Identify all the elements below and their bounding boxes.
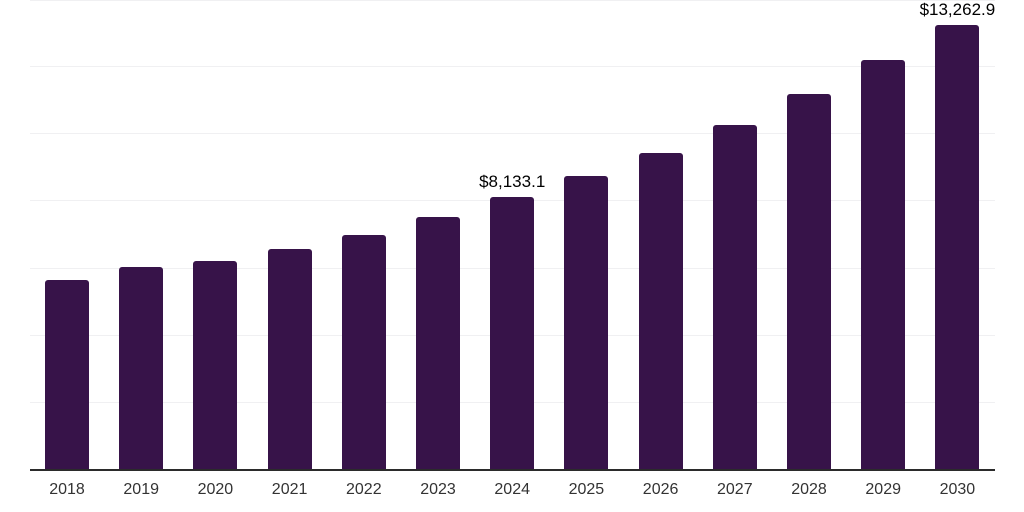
x-tick-2029: 2029	[865, 481, 901, 498]
bar-value-label-2024: $8,133.1	[479, 171, 546, 191]
bar-2026	[638, 152, 683, 470]
bar-2021	[267, 249, 312, 470]
bar-2020	[193, 261, 238, 470]
x-tick-2030: 2030	[939, 481, 976, 498]
gridline-14000	[30, 0, 995, 1]
bar-2019	[119, 267, 164, 470]
x-tick-2021: 2021	[271, 481, 308, 498]
x-tick-2028: 2028	[791, 481, 827, 498]
x-tick-2019: 2019	[123, 481, 159, 498]
x-tick-2018: 2018	[49, 481, 85, 498]
bar-2018	[45, 280, 89, 470]
gridline-10000	[30, 133, 995, 135]
x-tick-2025: 2025	[568, 481, 605, 498]
bar-2022	[341, 234, 386, 470]
gridline-12000	[30, 66, 995, 68]
x-axis-ticks: 2018 2019 2020 2021 2022 2023 2024 2025 2026 2027…	[0, 480, 1024, 504]
bar-2023	[416, 217, 460, 470]
x-axis-line	[30, 469, 995, 471]
bar-2029	[861, 60, 906, 470]
x-tick-2022: 2022	[346, 481, 382, 498]
x-tick-2020: 2020	[197, 481, 234, 498]
bar-value-label-2030: $13,262.9	[919, 0, 996, 19]
x-tick-2023: 2023	[420, 481, 456, 498]
x-tick-2024: 2024	[494, 481, 530, 498]
bar-2028	[787, 94, 831, 470]
bar-2027	[712, 125, 757, 470]
bar-2030	[935, 24, 980, 470]
x-tick-2026: 2026	[642, 481, 679, 498]
bar-2024	[490, 196, 535, 470]
bar-2025	[564, 175, 609, 470]
x-tick-2027: 2027	[717, 481, 753, 498]
plot-area: $8,133.1 $13,262.9	[30, 0, 996, 471]
